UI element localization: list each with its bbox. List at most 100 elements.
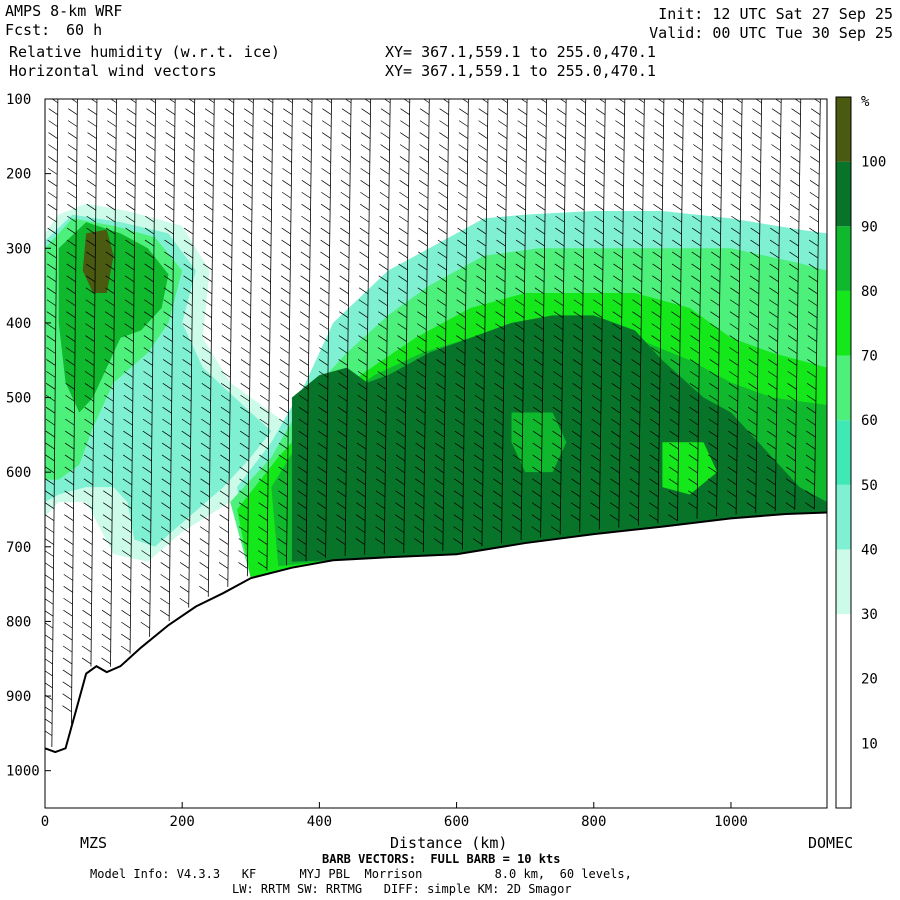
barb-flag xyxy=(280,311,290,318)
colorbar-label: 50 xyxy=(861,478,878,494)
barb-flag xyxy=(103,418,114,426)
barb-flag xyxy=(203,191,214,199)
barb-flag xyxy=(200,466,210,474)
barb-flag xyxy=(121,621,131,629)
barb-flag xyxy=(121,550,132,557)
barb-flag xyxy=(513,442,523,450)
barb-flag xyxy=(454,478,464,486)
barb-flag xyxy=(337,466,347,474)
barb-flag xyxy=(85,311,95,318)
barb-flag xyxy=(595,168,605,175)
barb-flag xyxy=(359,239,369,247)
barb-flag xyxy=(181,406,192,414)
model-info-2: LW: RRTM SW: RRTMG DIFF: simple KM: 2D S… xyxy=(232,882,572,896)
barb-flag xyxy=(281,203,292,211)
barb-flag xyxy=(787,347,798,354)
barb-flag xyxy=(788,323,798,330)
barb-flag xyxy=(81,657,92,665)
barb-flag xyxy=(361,99,371,104)
barb-flag xyxy=(46,335,56,342)
barb-flag xyxy=(378,311,388,318)
barb-flag xyxy=(105,287,115,295)
barb-flag xyxy=(629,490,639,498)
barb-flag xyxy=(434,502,444,510)
barb-flag xyxy=(555,203,565,211)
barb-shaft xyxy=(716,99,723,517)
barb-flag xyxy=(415,466,425,474)
barb-flag xyxy=(419,168,429,175)
barb-flag xyxy=(654,108,664,115)
barb-flag xyxy=(165,99,176,104)
barb-flag xyxy=(630,394,641,402)
barb-flag xyxy=(140,621,150,629)
barb-flag xyxy=(433,526,444,533)
barb-flag xyxy=(536,180,546,187)
barb-flag xyxy=(653,191,663,199)
barb-flag xyxy=(590,478,601,486)
barb-flag xyxy=(771,99,782,104)
barb-flag xyxy=(143,383,153,390)
barb-flag xyxy=(102,586,112,593)
barb-flag xyxy=(729,299,740,307)
barb-flag xyxy=(748,335,759,342)
barb-flag xyxy=(635,99,645,104)
barb-flag xyxy=(220,466,230,474)
barb-flag xyxy=(711,239,721,247)
barb-flag xyxy=(711,251,721,259)
barb-flag xyxy=(87,108,97,115)
barb-flag xyxy=(474,383,485,390)
barb-flag xyxy=(633,239,643,247)
barb-flag xyxy=(691,227,702,235)
barb-flag xyxy=(653,203,663,211)
barb-flag xyxy=(123,383,134,390)
barb-flag xyxy=(473,514,483,521)
barb-flag xyxy=(124,299,135,307)
barb-flag xyxy=(282,120,293,127)
barb-flag xyxy=(179,597,189,605)
barb-flag xyxy=(790,191,800,199)
barb-flag xyxy=(419,156,429,163)
barb-flag xyxy=(239,478,249,486)
barb-flag xyxy=(653,180,663,187)
barb-flag xyxy=(316,514,327,521)
barb-flag xyxy=(240,359,251,366)
barb-flag xyxy=(596,99,606,104)
barb-flag xyxy=(102,574,112,581)
barb-flag xyxy=(223,168,234,175)
barb-flag xyxy=(87,132,97,139)
barb-flag xyxy=(84,442,94,450)
barb-flag xyxy=(63,550,74,557)
barb-flag xyxy=(146,120,156,127)
barb-flag xyxy=(473,466,484,474)
barb-flag xyxy=(86,191,97,199)
barb-flag xyxy=(281,191,292,199)
barb-flag xyxy=(184,215,194,223)
barb-flag xyxy=(592,323,603,330)
barb-flag xyxy=(514,371,524,378)
barb-flag xyxy=(556,156,566,163)
barb-flag xyxy=(243,108,254,115)
barb-flag xyxy=(66,287,76,295)
barb-flag xyxy=(594,239,604,247)
barb-flag xyxy=(299,371,309,378)
barb-flag xyxy=(634,156,644,163)
barb-flag xyxy=(160,538,171,545)
barb-flag xyxy=(474,442,484,450)
barb-flag xyxy=(513,394,524,402)
barb-column xyxy=(101,99,117,667)
barb-flag xyxy=(163,323,173,330)
barb-flag xyxy=(575,156,586,163)
barb-flag xyxy=(571,478,581,486)
barb-flag xyxy=(85,287,96,295)
barb-flag xyxy=(356,466,366,474)
barb-flag xyxy=(574,215,585,223)
barb-flag xyxy=(123,442,133,450)
colorbar-swatch xyxy=(836,549,851,615)
barb-flag xyxy=(282,132,293,139)
barb-flag xyxy=(395,502,405,510)
barb-flag xyxy=(301,215,311,223)
barb-flag xyxy=(339,251,350,259)
barb-column xyxy=(766,99,782,512)
barb-flag xyxy=(436,335,446,342)
barb-flag xyxy=(258,514,268,521)
